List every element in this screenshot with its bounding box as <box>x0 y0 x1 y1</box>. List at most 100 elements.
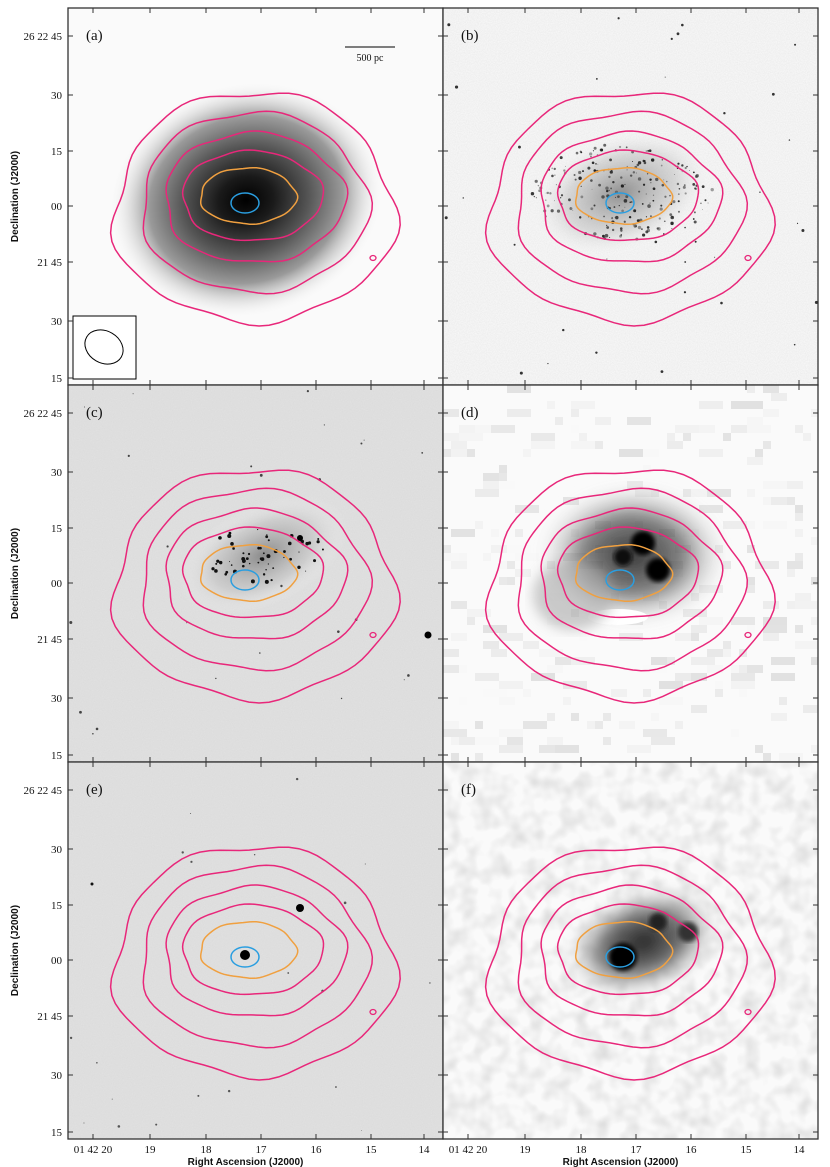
star-speck <box>681 171 683 173</box>
pixel-block <box>443 449 451 457</box>
star-speck <box>620 176 623 179</box>
pixel-block <box>763 633 779 641</box>
pixel-block <box>491 425 515 433</box>
star-speck <box>649 178 652 181</box>
field-star <box>545 199 547 201</box>
contour-isolated <box>369 631 377 639</box>
star-speck <box>593 204 596 207</box>
ra-tick-label: 17 <box>631 1144 643 1156</box>
star-speck <box>564 165 566 167</box>
star-knot <box>241 564 245 568</box>
field-star <box>181 851 184 854</box>
pixel-block <box>483 481 499 489</box>
pixel-block <box>507 385 531 393</box>
contour-2 <box>517 110 749 295</box>
star-speck <box>637 177 642 181</box>
panel-label: (b) <box>461 28 479 44</box>
pixel-block <box>763 521 787 529</box>
pixel-block <box>667 657 675 665</box>
star-speck <box>684 192 687 195</box>
foreground-star <box>296 904 304 912</box>
star-knot <box>229 561 231 563</box>
field-star <box>83 406 85 408</box>
contour-4 <box>181 903 325 996</box>
field-star <box>454 85 459 89</box>
pixel-block <box>811 537 818 545</box>
pixel-block <box>451 753 459 761</box>
star-knot <box>262 552 265 555</box>
panel-f: (f) <box>442 761 819 1140</box>
pixel-block <box>755 745 763 753</box>
field-star <box>714 256 716 258</box>
star-speck <box>545 192 547 194</box>
pixel-block <box>707 489 731 497</box>
pixel-block <box>715 681 723 689</box>
contour-4 <box>181 526 325 619</box>
star-speck <box>624 206 626 208</box>
star-speck <box>652 187 656 190</box>
star-speck <box>684 166 687 170</box>
contour-isolated <box>744 1008 752 1016</box>
pixel-block <box>579 433 587 441</box>
star-knot <box>266 554 271 559</box>
star-speck <box>650 158 655 162</box>
star-knot <box>218 536 222 540</box>
pixel-block <box>795 529 803 537</box>
star-speck <box>674 174 675 175</box>
pixel-block <box>443 729 467 737</box>
contour-isolated <box>744 631 752 639</box>
contour-isolated <box>369 254 377 262</box>
pixel-block <box>491 481 515 489</box>
pixel-block <box>747 625 755 633</box>
star-speck <box>608 175 611 179</box>
field-star <box>95 727 99 731</box>
star-speck <box>590 156 592 158</box>
pixel-block <box>563 697 571 705</box>
star-speck <box>683 184 686 186</box>
star-knot <box>264 579 269 584</box>
star-speck <box>554 174 556 176</box>
star-knot <box>289 557 293 561</box>
galaxy-emission <box>107 80 385 320</box>
field-star <box>660 370 664 374</box>
pixel-block <box>803 705 818 713</box>
dec-tick-label: 15 <box>51 750 63 762</box>
star-knot <box>257 561 260 564</box>
star-speck <box>568 198 571 202</box>
field-star <box>513 243 516 246</box>
pixel-block <box>787 561 803 569</box>
pixel-block <box>675 673 699 681</box>
contour-3 <box>165 884 349 1017</box>
star-knot <box>265 535 269 539</box>
pixel-block <box>475 753 483 761</box>
field-star <box>335 1086 337 1088</box>
star-speck <box>590 179 593 182</box>
pixel-block <box>771 497 787 505</box>
star-knot <box>224 573 228 576</box>
panel-c: (c) <box>67 384 444 763</box>
star-speck <box>626 165 628 168</box>
dec-tick-label: 26 22 45 <box>24 31 63 43</box>
pixel-block <box>499 697 515 705</box>
emission-knot <box>614 548 632 566</box>
pixel-block <box>731 673 755 681</box>
star-speck <box>598 183 602 187</box>
star-speck <box>657 227 661 231</box>
field-star <box>547 362 549 365</box>
star-speck <box>678 187 681 190</box>
field-star <box>771 92 775 96</box>
pixel-block <box>747 457 763 465</box>
pixel-block <box>795 505 803 513</box>
field-star <box>295 777 299 781</box>
contour-2 <box>142 110 374 295</box>
star-speck <box>670 221 674 226</box>
star-speck <box>604 233 609 238</box>
pixel-block <box>787 569 795 577</box>
star-speck <box>669 213 673 217</box>
pixel-block <box>483 689 507 697</box>
contour-blue <box>230 569 260 591</box>
pixel-block <box>443 721 459 729</box>
pixel-block <box>587 721 595 729</box>
dec-tick-label: 30 <box>51 467 63 479</box>
star-speck <box>652 194 655 196</box>
